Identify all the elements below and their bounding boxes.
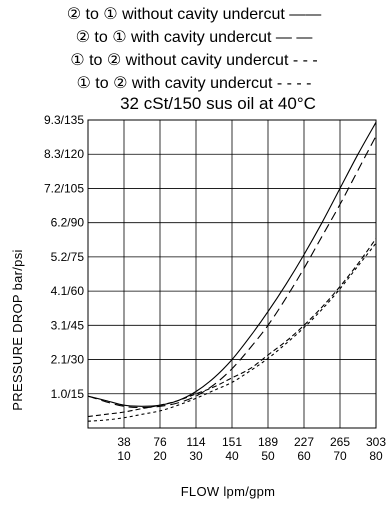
- y-tick-labels: 1.0/15 2.1/30 3.1/45 4.1/60 5.2/75 6.2/90 7.2/…: [44, 113, 84, 401]
- x-tick-label-lpm: 38: [117, 435, 131, 449]
- series-line-2: [87, 135, 377, 409]
- plot-frame: [87, 119, 377, 429]
- y-tick-label: 4.1/60: [51, 284, 85, 298]
- x-tick-label-gpm: 30: [189, 449, 203, 463]
- x-tick-label-gpm: 60: [297, 449, 311, 463]
- y-tick-label: 2.1/30: [51, 353, 85, 367]
- legend-line-1: ② to ① without cavity undercut ——: [67, 6, 322, 23]
- series-line-4: [87, 242, 377, 422]
- y-tick-label: 8.3/120: [44, 147, 84, 161]
- x-tick-label-gpm: 10: [117, 449, 131, 463]
- x-tick-label-lpm: 227: [294, 435, 314, 449]
- legend-line-2: ② to ① with cavity undercut — —: [76, 29, 313, 46]
- legend: ② to ① without cavity undercut —— ② to ①…: [67, 6, 322, 92]
- x-tick-label-lpm: 76: [153, 435, 167, 449]
- x-tick-label-lpm: 151: [222, 435, 242, 449]
- legend-line-3: ① to ② without cavity undercut - - -: [70, 52, 317, 69]
- y-tick-label: 1.0/15: [51, 387, 85, 401]
- y-tick-label: 6.2/90: [51, 216, 85, 230]
- x-tick-label-lpm: 265: [330, 435, 350, 449]
- y-tick-label: 5.2/75: [51, 250, 85, 264]
- legend-line-4: ① to ② with cavity undercut - - - -: [77, 75, 312, 92]
- series-line-1: [87, 122, 377, 407]
- x-tick-label-gpm: 20: [153, 449, 167, 463]
- series-line-3: [87, 238, 377, 418]
- x-tick-label-lpm: 189: [258, 435, 278, 449]
- series-group: [87, 122, 377, 422]
- x-tick-label-lpm: 303: [366, 435, 386, 449]
- x-axis-label: FLOW lpm/gpm: [181, 484, 276, 499]
- x-tick-label-gpm: 80: [369, 449, 383, 463]
- y-tick-label: 3.1/45: [51, 318, 85, 332]
- x-tick-label-gpm: 70: [333, 449, 347, 463]
- y-tick-label: 9.3/135: [44, 113, 84, 127]
- y-axis-label: PRESSURE DROP bar/psi: [10, 249, 25, 410]
- x-tick-label-lpm: 114: [186, 435, 205, 449]
- x-tick-label-gpm: 40: [225, 449, 239, 463]
- chart-subtitle: 32 cSt/150 sus oil at 40°C: [120, 94, 316, 113]
- x-tick-label-gpm: 50: [261, 449, 275, 463]
- y-tick-label: 7.2/105: [44, 181, 84, 195]
